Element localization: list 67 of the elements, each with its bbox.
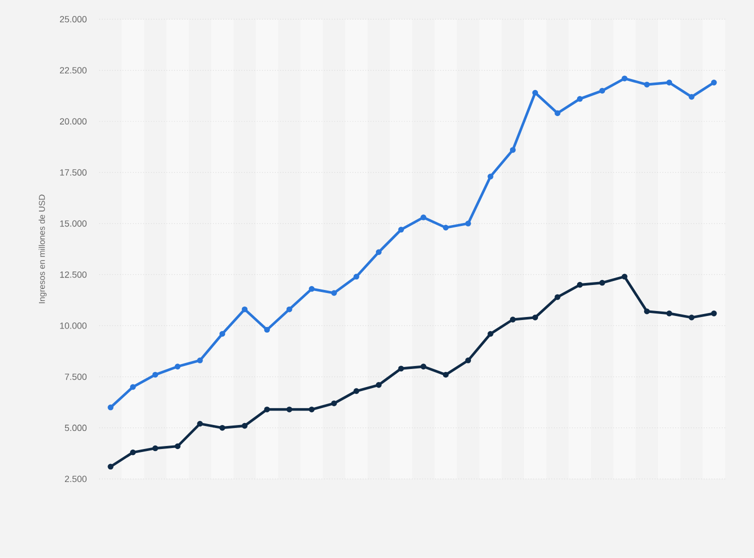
point	[354, 274, 360, 280]
point	[130, 450, 136, 456]
point	[510, 147, 516, 153]
point	[688, 94, 694, 100]
point	[711, 80, 717, 86]
point	[219, 424, 226, 431]
y-axis-title: Ingresos en millones de USD	[38, 194, 47, 304]
y-tick-label: 22.500	[60, 67, 87, 74]
point	[286, 406, 292, 412]
point	[488, 174, 494, 180]
point	[264, 326, 270, 333]
point	[622, 76, 628, 82]
point	[644, 82, 650, 88]
point	[465, 220, 472, 226]
point	[376, 382, 382, 388]
point	[242, 306, 248, 312]
point	[442, 224, 449, 231]
point	[599, 88, 606, 94]
point	[554, 110, 560, 116]
point	[666, 80, 672, 86]
point	[376, 249, 382, 256]
point	[576, 96, 583, 102]
point	[331, 400, 337, 406]
y-tick-label: 20.000	[60, 118, 87, 125]
point	[264, 406, 270, 412]
point	[308, 286, 315, 292]
point	[622, 274, 628, 280]
point	[688, 314, 694, 320]
point	[666, 310, 672, 316]
y-tick-label: 7.500	[64, 374, 87, 380]
y-tick-label: 12.500	[60, 271, 87, 278]
point	[286, 306, 292, 312]
point	[398, 366, 404, 372]
point	[554, 294, 560, 300]
point	[510, 316, 516, 322]
point	[174, 443, 181, 450]
point	[442, 372, 449, 378]
point	[331, 290, 337, 296]
point	[108, 464, 114, 470]
point	[420, 214, 426, 220]
point	[711, 310, 717, 316]
point	[108, 404, 114, 410]
point	[465, 358, 472, 364]
point	[219, 331, 226, 337]
point	[308, 406, 315, 412]
y-tick-label: 10.000	[60, 322, 87, 329]
y-tick-label: 25.000	[60, 16, 87, 22]
point	[197, 420, 203, 427]
point	[354, 388, 360, 394]
point	[599, 280, 606, 286]
point	[197, 358, 203, 364]
y-tick-label: 5.000	[64, 424, 87, 432]
y-tick-label: 2.500	[64, 476, 87, 482]
point	[130, 384, 136, 390]
point	[576, 282, 583, 288]
point	[398, 226, 404, 233]
point	[152, 372, 158, 378]
point	[420, 364, 426, 370]
point	[532, 314, 538, 320]
point	[174, 364, 181, 370]
point	[242, 422, 248, 429]
y-tick-label: 17.500	[60, 169, 87, 176]
point	[152, 445, 158, 452]
point	[532, 90, 538, 96]
y-tick-label: 15.000	[60, 220, 87, 227]
point	[644, 308, 650, 314]
point	[488, 331, 494, 337]
